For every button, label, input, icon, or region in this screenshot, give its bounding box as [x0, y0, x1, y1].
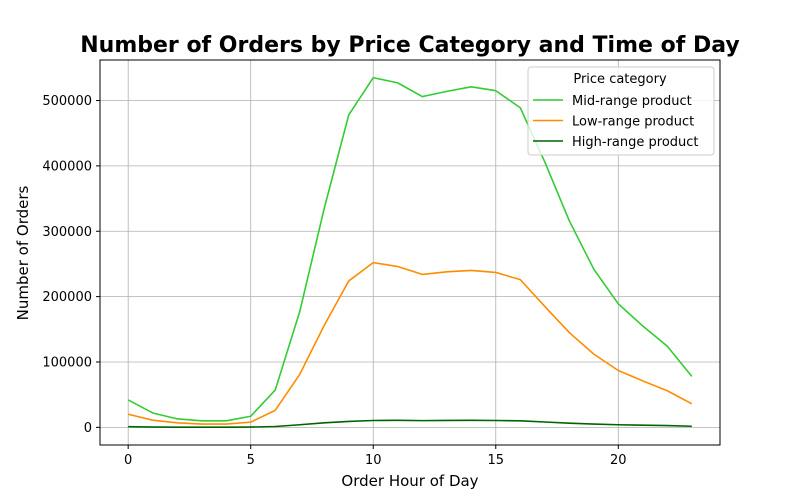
x-tick-label: 10 — [365, 453, 382, 468]
series-line-mid-range-product — [127, 76, 693, 422]
series-lines — [127, 76, 693, 429]
y-tick-label: 100000 — [42, 355, 92, 370]
x-tick-label: 15 — [487, 453, 504, 468]
legend-entries: Mid-range product Low-range product High-r… — [533, 94, 699, 150]
axis-ticks: 0 5 10 15 20 0 100000 200000 300000 400000 500000 — [42, 94, 626, 468]
y-tick-label: 200000 — [42, 290, 92, 305]
legend: Price category Mid-range product Low-rang… — [527, 66, 715, 156]
series-line-high-range-product — [128, 419, 692, 429]
y-tick-label: 300000 — [42, 225, 92, 240]
y-tick-label: 500000 — [42, 94, 92, 109]
plot-frame — [99, 59, 721, 446]
x-tick-label: 0 — [124, 453, 132, 468]
legend-label-mid-range-product: Mid-range product — [572, 94, 692, 109]
y-tick-label: 0 — [84, 421, 92, 436]
legend-title: Price category — [573, 72, 667, 87]
legend-label-high-range-product: High-range product — [572, 135, 699, 150]
x-tick-label: 5 — [247, 453, 255, 468]
legend-box — [527, 66, 715, 156]
series-line-low-range-product — [127, 261, 693, 425]
y-tick-label: 400000 — [42, 159, 92, 174]
legend-label-low-range-product: Low-range product — [572, 115, 694, 130]
chart-title: Number of Orders by Price Category and T… — [80, 33, 739, 58]
x-tick-label: 20 — [610, 453, 627, 468]
x-axis-label: Order Hour of Day — [341, 472, 478, 490]
y-axis-label: Number of Orders — [14, 185, 32, 320]
